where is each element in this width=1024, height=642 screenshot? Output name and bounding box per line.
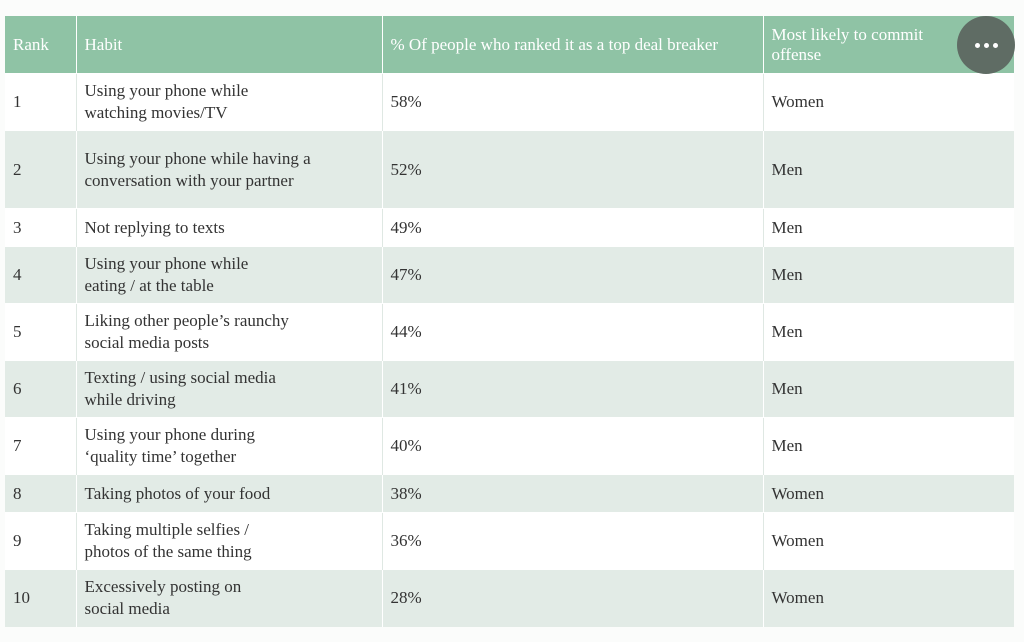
percent-cell: 58%: [382, 73, 764, 131]
header-row: Rank Habit % Of people who ranked it as …: [5, 16, 1014, 74]
rank-cell: 6: [5, 360, 77, 418]
rank-cell: 7: [5, 417, 77, 475]
rank-cell: 4: [5, 246, 77, 304]
habit-cell: Excessively posting on social media: [76, 569, 383, 627]
column-header-rank: Rank: [5, 16, 77, 74]
column-header-habit: Habit: [76, 16, 383, 74]
offender-cell: Men: [763, 417, 1014, 475]
habit-cell: Liking other people’s raunchy social med…: [76, 303, 383, 361]
percent-cell: 40%: [382, 417, 764, 475]
rank-cell: 3: [5, 208, 77, 247]
table-row: 5 Liking other people’s raunchy social m…: [5, 303, 1014, 361]
deal-breaker-table: Rank Habit % Of people who ranked it as …: [5, 16, 1014, 627]
habit-cell: Taking multiple selfies / photos of the …: [76, 512, 383, 570]
rank-cell: 10: [5, 569, 77, 627]
habit-cell: Using your phone during ‘quality time’ t…: [76, 417, 383, 475]
rank-cell: 1: [5, 73, 77, 131]
percent-cell: 38%: [382, 474, 764, 513]
offender-cell: Men: [763, 246, 1014, 304]
table-row: 9 Taking multiple selfies / photos of th…: [5, 512, 1014, 570]
rank-cell: 5: [5, 303, 77, 361]
percent-cell: 28%: [382, 569, 764, 627]
offender-cell: Women: [763, 512, 1014, 570]
table-row: 7 Using your phone during ‘quality time’…: [5, 417, 1014, 475]
offender-cell: Men: [763, 130, 1014, 209]
offender-cell: Women: [763, 73, 1014, 131]
offender-cell: Men: [763, 303, 1014, 361]
table-container: Rank Habit % Of people who ranked it as …: [5, 16, 1014, 627]
rank-cell: 9: [5, 512, 77, 570]
table-header: Rank Habit % Of people who ranked it as …: [5, 16, 1014, 74]
habit-cell: Taking photos of your food: [76, 474, 383, 513]
table-row: 8 Taking photos of your food 38% Women: [5, 474, 1014, 513]
offender-cell: Women: [763, 474, 1014, 513]
table-row: 4 Using your phone while eating / at the…: [5, 246, 1014, 304]
percent-cell: 47%: [382, 246, 764, 304]
percent-cell: 44%: [382, 303, 764, 361]
more-horizontal-icon: [974, 42, 980, 48]
more-horizontal-icon: [983, 42, 989, 48]
more-horizontal-icon: [992, 42, 998, 48]
rank-cell: 8: [5, 474, 77, 513]
more-options-button[interactable]: [957, 16, 1015, 74]
habit-cell: Not replying to texts: [76, 208, 383, 247]
offender-cell: Men: [763, 208, 1014, 247]
table-row: 1 Using your phone while watching movies…: [5, 73, 1014, 131]
percent-cell: 49%: [382, 208, 764, 247]
habit-cell: Using your phone while eating / at the t…: [76, 246, 383, 304]
habit-cell: Texting / using social media while drivi…: [76, 360, 383, 418]
percent-cell: 36%: [382, 512, 764, 570]
habit-cell: Using your phone while watching movies/T…: [76, 73, 383, 131]
habit-cell: Using your phone while having a conversa…: [76, 130, 383, 209]
table-body: 1 Using your phone while watching movies…: [5, 73, 1014, 627]
offender-cell: Women: [763, 569, 1014, 627]
table-row: 2 Using your phone while having a conver…: [5, 130, 1014, 209]
rank-cell: 2: [5, 130, 77, 209]
percent-cell: 41%: [382, 360, 764, 418]
offender-cell: Men: [763, 360, 1014, 418]
column-header-percent: % Of people who ranked it as a top deal …: [382, 16, 764, 74]
table-row: 10 Excessively posting on social media 2…: [5, 569, 1014, 627]
percent-cell: 52%: [382, 130, 764, 209]
table-row: 6 Texting / using social media while dri…: [5, 360, 1014, 418]
table-row: 3 Not replying to texts 49% Men: [5, 208, 1014, 247]
